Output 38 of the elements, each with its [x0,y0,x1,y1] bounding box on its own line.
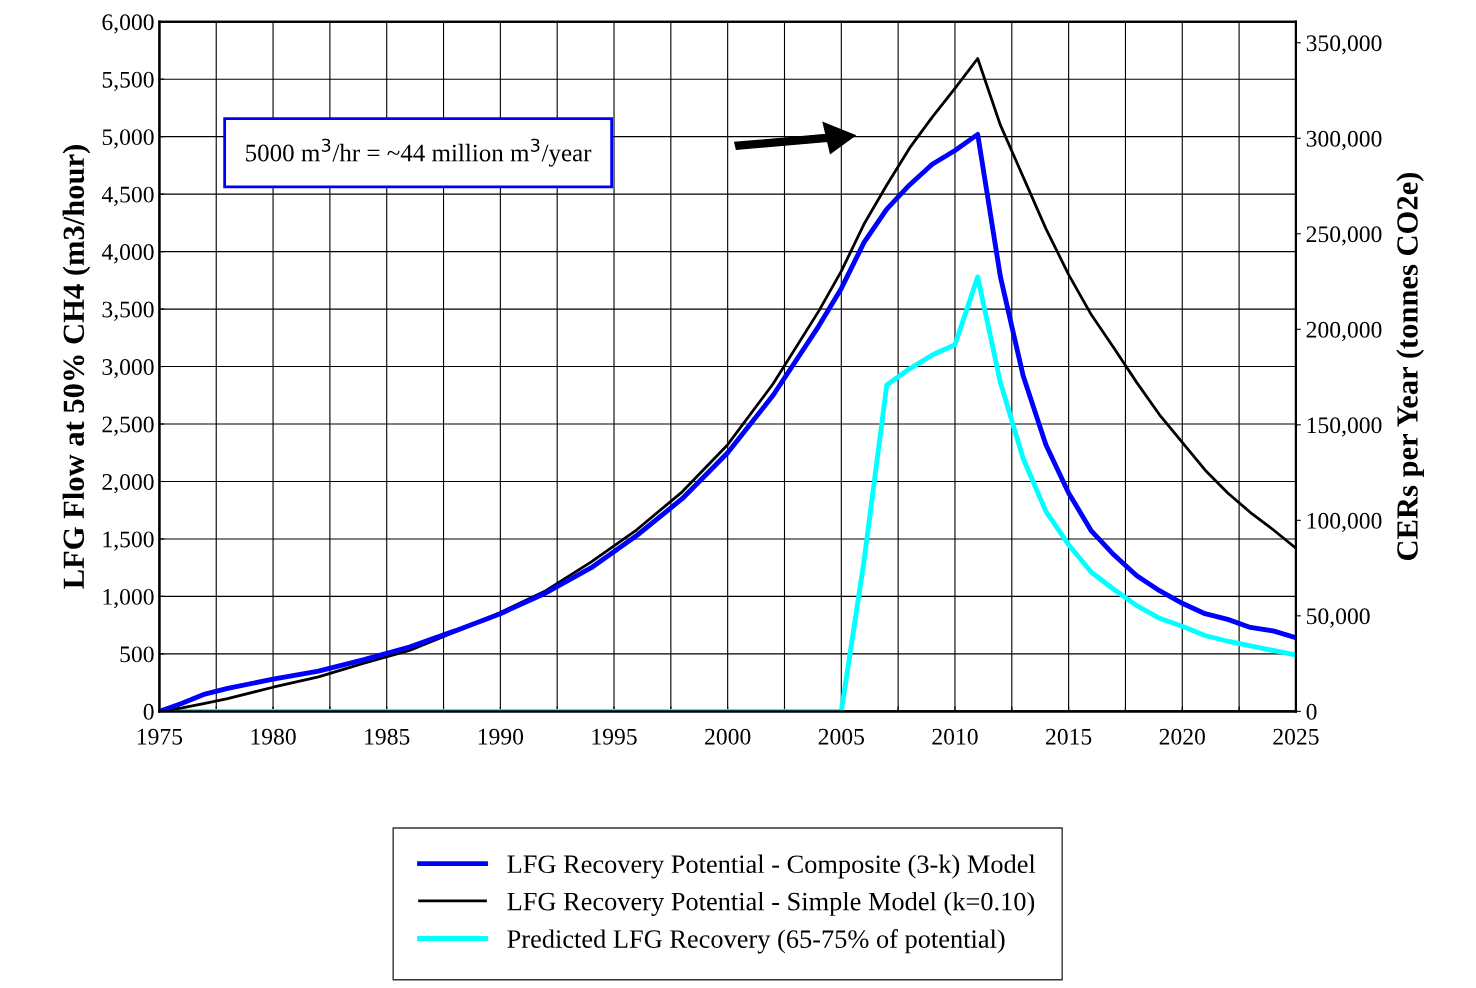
y2-tick-label: 200,000 [1306,321,1382,342]
y-tick-label: 2,500 [102,416,154,436]
y-tick-label: 5,000 [102,129,154,149]
y-tick-label: 0 [143,703,154,720]
y-tick-label: 4,500 [101,186,154,206]
y-tick-label: 2,000 [102,473,154,494]
annotation: 5000 m$^{3}$/hr = ~44 million m$^{3}$/year [246,138,592,167]
y-tick-label: 5,500 [102,71,154,92]
y-tick-label: 1,000 [103,588,154,609]
y-tick-label: 4,000 [101,244,154,264]
x-tick-label: 2015 [1046,728,1092,745]
y-tick-label: 6,000 [102,14,154,34]
y-axis-title: LFG Flow at 50% CH4 (m3/hour) [62,145,91,589]
y2-tick-label: 150,000 [1307,417,1382,437]
x-tick-label: 1995 [592,728,637,745]
legend-label: LFG Recovery Potential - Composite (3-k) Model [507,854,1036,879]
y2-tick-label: 350,000 [1306,35,1382,55]
y-tick-label: 3,500 [102,301,154,321]
y2-tick-label: 50,000 [1307,608,1370,628]
x-tick-label: 1985 [365,728,410,745]
y2-tick-label: 100,000 [1307,512,1382,533]
x-tick-label: 2020 [1159,728,1205,745]
y2-tick-label: 250,000 [1306,226,1382,246]
y2-tick-label: 300,000 [1306,130,1382,151]
y-tick-label: 3,000 [102,359,154,379]
x-tick-label: 1980 [251,728,296,745]
y2-tick-label: 0 [1306,703,1317,720]
y-tick-label: 1,500 [103,531,154,551]
x-tick-label: 2000 [705,728,751,745]
x-tick-label: 2025 [1273,728,1319,745]
legend-label: LFG Recovery Potential - Simple Model (k=0.10) [507,891,1035,916]
x-tick-label: 1990 [478,728,524,745]
legend-label: Predicted LFG Recovery (65-75% of potential) [507,929,1005,954]
x-tick-label: 2010 [932,728,978,745]
y-tick-label: 500 [120,646,154,663]
x-tick-label: 2005 [818,728,865,745]
y2-axis-title: CERs per Year (tonnes CO2e) [1396,172,1424,560]
x-tick-label: 1975 [137,728,183,745]
